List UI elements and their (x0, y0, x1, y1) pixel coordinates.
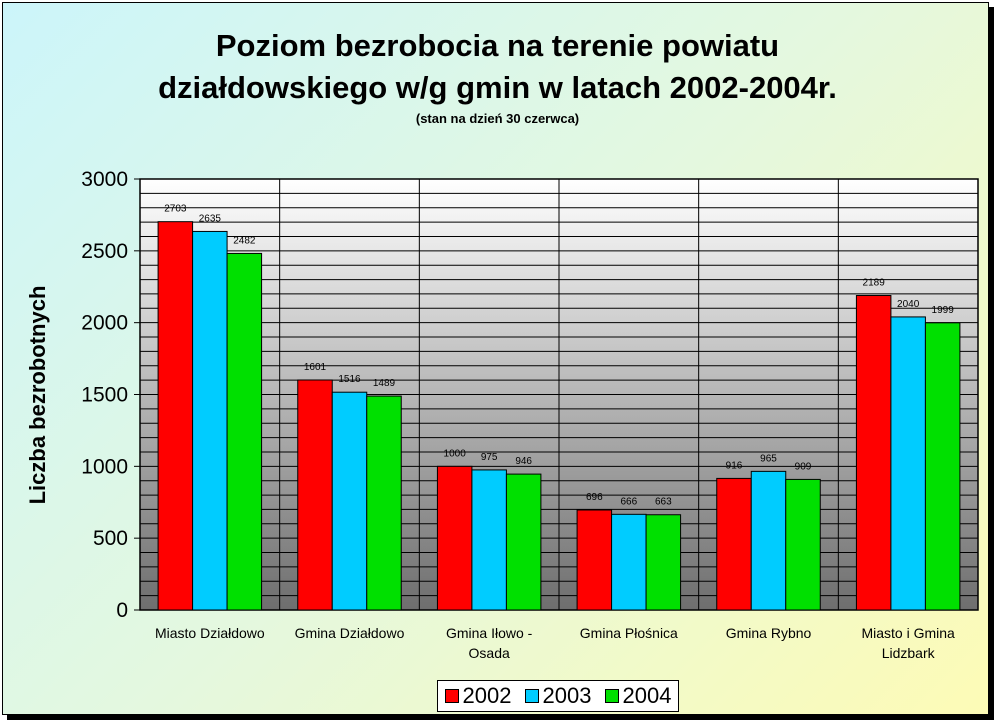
legend-swatch-2002 (444, 689, 459, 703)
y-tick-label: 2500 (81, 240, 128, 263)
bar-2003 (611, 513, 647, 611)
legend-label-2002: 2002 (462, 683, 512, 708)
bar-2002 (157, 221, 194, 611)
x-tick-label: Miasto Działdowo (155, 625, 265, 641)
chart-subtitle: (stan na dzień 30 czerwca) (415, 111, 580, 126)
data-label-2004: 1489 (373, 378, 396, 389)
bar-2002 (297, 379, 333, 611)
data-label-2004: 946 (515, 456, 532, 467)
chart-title-line1: Poziom bezrobocia na terenie powiatu (215, 28, 780, 63)
x-tick-label: Osada (469, 645, 510, 661)
bar-2004 (785, 478, 821, 611)
legend-swatch-2004 (604, 689, 619, 703)
x-tick-label: Gmina Iłowo - (446, 625, 533, 641)
legend-label-2003: 2003 (542, 683, 592, 708)
legend-swatch-2003 (524, 689, 539, 703)
data-label-2002: 696 (586, 492, 603, 503)
data-label-2004: 909 (795, 461, 812, 472)
x-tick-label: Miasto i Gmina (861, 625, 955, 641)
data-label-2002: 1601 (304, 362, 327, 373)
data-label-2003: 965 (760, 453, 777, 464)
legend-label-2004: 2004 (622, 683, 672, 708)
data-label-2003: 2635 (199, 213, 222, 224)
bar-2004 (366, 395, 402, 611)
bar-2003 (750, 470, 787, 611)
data-label-2004: 2482 (233, 235, 256, 246)
data-label-2002: 2189 (863, 278, 886, 289)
y-tick-label: 3000 (81, 168, 128, 191)
bar-2004 (645, 514, 682, 611)
bar-2003 (471, 469, 507, 611)
data-label-2003: 1516 (338, 374, 361, 385)
x-tick-label: Gmina Płośnica (580, 625, 678, 641)
data-label-2003: 666 (620, 496, 637, 507)
y-tick-label: 2000 (81, 312, 128, 335)
data-label-2003: 2040 (897, 299, 920, 310)
y-tick-label: 1000 (81, 455, 128, 478)
bar-2002 (576, 509, 613, 611)
legend-item-2004: 2004 (604, 683, 672, 709)
x-tick-label: Gmina Rybno (726, 625, 812, 641)
bar-2004 (505, 473, 542, 611)
bar-2003 (192, 230, 228, 611)
data-label-2002: 1000 (444, 448, 467, 459)
bar-2002 (436, 465, 473, 611)
legend-item-2003: 2003 (524, 683, 592, 709)
x-tick-label: Lidzbark (882, 645, 936, 661)
bar-2003 (890, 316, 926, 611)
chart-title-line2: działdowskiego w/g gmin w latach 2002-20… (158, 70, 837, 105)
data-label-2003: 975 (481, 452, 498, 463)
data-label-2002: 916 (726, 460, 743, 471)
y-tick-label: 1500 (81, 384, 128, 407)
x-tick-label: Gmina Działdowo (295, 625, 405, 641)
data-label-2002: 2703 (164, 204, 187, 215)
y-tick-label: 500 (93, 527, 128, 550)
data-label-2004: 663 (655, 497, 672, 508)
bar-2002 (855, 295, 892, 611)
legend-item-2002: 2002 (444, 683, 512, 709)
data-label-2004: 1999 (932, 305, 955, 316)
bar-2003 (331, 391, 368, 611)
y-tick-label: 0 (116, 599, 128, 622)
legend: 2002 2003 2004 (437, 680, 679, 712)
bar-2002 (716, 477, 752, 611)
bar-2004 (924, 322, 961, 611)
bar-2004 (226, 252, 263, 611)
